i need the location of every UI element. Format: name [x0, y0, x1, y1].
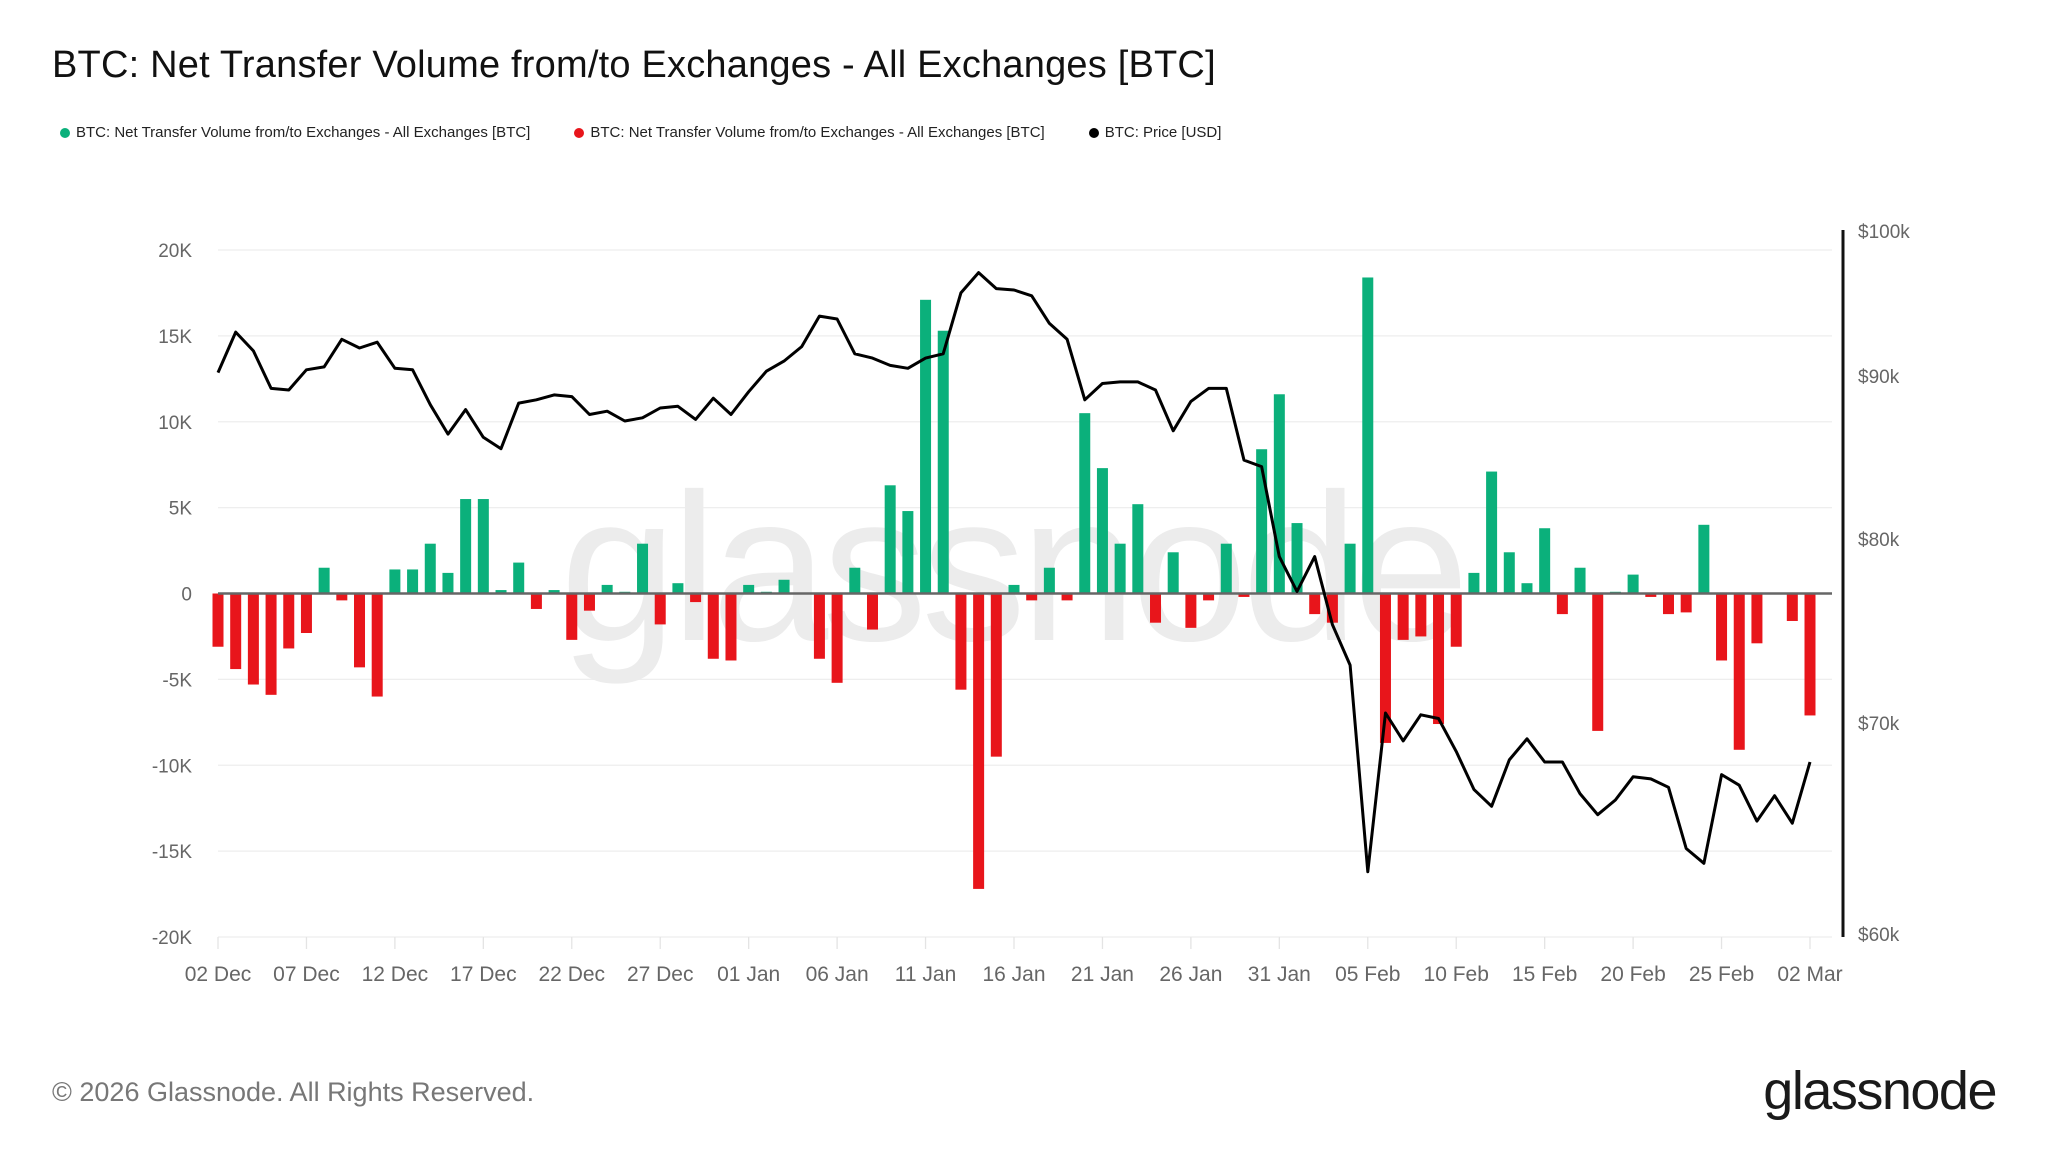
- svg-text:$100k: $100k: [1858, 222, 1910, 243]
- svg-text:15 Feb: 15 Feb: [1512, 963, 1577, 986]
- green-dot-icon: [60, 127, 70, 138]
- svg-text:$70k: $70k: [1858, 714, 1900, 735]
- svg-text:$80k: $80k: [1858, 530, 1900, 551]
- svg-text:17 Dec: 17 Dec: [450, 963, 517, 986]
- chart-title: BTC: Net Transfer Volume from/to Exchang…: [52, 44, 1216, 86]
- legend-label: BTC: Net Transfer Volume from/to Exchang…: [590, 124, 1045, 141]
- svg-text:10K: 10K: [158, 413, 192, 434]
- legend-label: BTC: Price [USD]: [1104, 124, 1222, 141]
- svg-text:20 Feb: 20 Feb: [1600, 963, 1665, 986]
- right-y-axis: $100k $90k $80k $70k $60k: [1841, 222, 1910, 946]
- svg-text:01 Jan: 01 Jan: [717, 963, 780, 986]
- svg-text:27 Dec: 27 Dec: [627, 963, 694, 986]
- red-dot-icon: [574, 127, 585, 138]
- svg-text:25 Feb: 25 Feb: [1689, 963, 1754, 986]
- left-y-axis: 20K 15K 10K 5K 0 -5K -10K -15K -20K: [152, 241, 192, 949]
- svg-text:02 Mar: 02 Mar: [1777, 963, 1842, 986]
- svg-text:16 Jan: 16 Jan: [982, 963, 1045, 986]
- svg-text:-15K: -15K: [152, 842, 192, 863]
- legend-item-outflow[interactable]: BTC: Net Transfer Volume from/to Exchang…: [574, 124, 1045, 141]
- svg-text:0: 0: [181, 585, 192, 606]
- copyright-text: © 2026 Glassnode. All Rights Reserved.: [52, 1077, 535, 1107]
- glassnode-logo[interactable]: glassnode: [1763, 1061, 1997, 1121]
- svg-text:21 Jan: 21 Jan: [1071, 963, 1134, 986]
- svg-text:glassnode: glassnode: [560, 450, 1463, 685]
- svg-text:-10K: -10K: [152, 756, 192, 777]
- legend-item-price[interactable]: BTC: Price [USD]: [1088, 124, 1222, 141]
- svg-text:20K: 20K: [158, 241, 192, 262]
- legend-label: BTC: Net Transfer Volume from/to Exchang…: [76, 124, 531, 141]
- svg-text:-20K: -20K: [152, 928, 192, 949]
- legend: BTC: Net Transfer Volume from/to Exchang…: [60, 124, 1221, 141]
- svg-text:07 Dec: 07 Dec: [273, 963, 340, 986]
- svg-text:15K: 15K: [158, 327, 192, 348]
- svg-text:05 Feb: 05 Feb: [1335, 963, 1400, 986]
- watermark-logo: glassnode: [560, 450, 1469, 685]
- svg-text:10 Feb: 10 Feb: [1424, 963, 1489, 986]
- svg-text:$60k: $60k: [1858, 925, 1900, 946]
- svg-text:02 Dec: 02 Dec: [185, 963, 252, 986]
- svg-text:-5K: -5K: [162, 670, 192, 691]
- svg-text:31 Jan: 31 Jan: [1248, 963, 1311, 986]
- black-dot-icon: [1088, 127, 1099, 138]
- svg-text:06 Jan: 06 Jan: [806, 963, 869, 986]
- svg-text:11 Jan: 11 Jan: [895, 963, 957, 986]
- svg-text:5K: 5K: [169, 499, 193, 520]
- svg-text:26 Jan: 26 Jan: [1159, 963, 1222, 986]
- svg-text:12 Dec: 12 Dec: [362, 963, 429, 986]
- legend-item-inflow[interactable]: BTC: Net Transfer Volume from/to Exchang…: [60, 124, 530, 141]
- svg-text:$90k: $90k: [1858, 367, 1900, 388]
- bar-series: [212, 277, 1816, 889]
- x-axis: 02 Dec 07 Dec 12 Dec 17 Dec 22 Dec 27 Dec 01 J…: [185, 963, 1843, 986]
- price-line: [216, 271, 1812, 874]
- svg-text:22 Dec: 22 Dec: [539, 963, 606, 986]
